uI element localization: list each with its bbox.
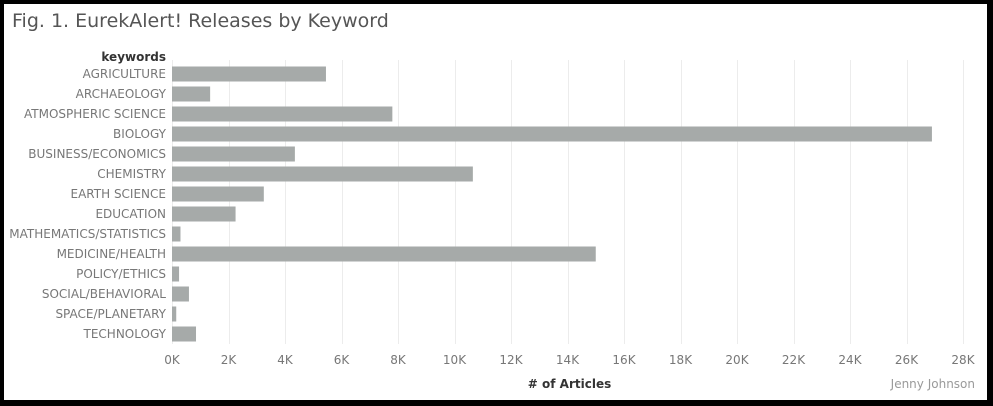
x-tick-label: 10K bbox=[443, 353, 467, 367]
x-tick-label: 14K bbox=[556, 353, 580, 367]
x-tick-label: 18K bbox=[669, 353, 693, 367]
category-label: MEDICINE/HEALTH bbox=[57, 247, 166, 261]
x-tick-label: 12K bbox=[499, 353, 523, 367]
bar bbox=[172, 286, 189, 302]
author-credit: Jenny Johnson bbox=[890, 377, 975, 391]
category-label: ATMOSPHERIC SCIENCE bbox=[24, 107, 166, 121]
category-label: SOCIAL/BEHAVIORAL bbox=[42, 287, 166, 301]
category-label: AGRICULTURE bbox=[83, 67, 166, 81]
bar bbox=[172, 206, 236, 222]
category-label: CHEMISTRY bbox=[97, 167, 166, 181]
bar bbox=[172, 306, 177, 322]
bar bbox=[172, 86, 211, 102]
category-label: EARTH SCIENCE bbox=[71, 187, 166, 201]
x-tick-label: 2K bbox=[221, 353, 238, 367]
bar bbox=[172, 126, 932, 142]
bar bbox=[172, 146, 295, 162]
x-tick-label: 0K bbox=[164, 353, 181, 367]
bar bbox=[172, 246, 596, 262]
x-tick-label: 6K bbox=[334, 353, 351, 367]
bar bbox=[172, 166, 473, 182]
bar bbox=[172, 106, 393, 122]
x-tick-label: 8K bbox=[390, 353, 407, 367]
category-label: TECHNOLOGY bbox=[83, 327, 167, 341]
chart-frame: Fig. 1. EurekAlert! Releases by Keyword … bbox=[4, 4, 987, 400]
bar bbox=[172, 226, 181, 242]
bar-chart: keywords AGRICULTURE ARCHAEOLOGY ATMOSPHERI… bbox=[9, 50, 975, 391]
category-header: keywords bbox=[101, 50, 166, 64]
x-axis-label: # of Articles bbox=[528, 377, 611, 391]
chart-title: Fig. 1. EurekAlert! Releases by Keyword bbox=[12, 10, 389, 32]
category-label: ARCHAEOLOGY bbox=[76, 87, 167, 101]
bar bbox=[172, 186, 264, 202]
x-tick-label: 24K bbox=[838, 353, 862, 367]
x-tick-label: 4K bbox=[277, 353, 294, 367]
category-label: BUSINESS/ECONOMICS bbox=[28, 147, 166, 161]
category-label: BIOLOGY bbox=[113, 127, 167, 141]
x-tick-label: 28K bbox=[951, 353, 975, 367]
x-tick-label: 20K bbox=[725, 353, 749, 367]
bar bbox=[172, 66, 326, 82]
x-tick-label: 22K bbox=[782, 353, 806, 367]
x-tick-label: 26K bbox=[895, 353, 919, 367]
bar bbox=[172, 266, 180, 282]
category-label: POLICY/ETHICS bbox=[76, 267, 166, 281]
category-label: EDUCATION bbox=[95, 207, 166, 221]
category-label: SPACE/PLANETARY bbox=[55, 307, 166, 321]
x-tick-label: 16K bbox=[612, 353, 636, 367]
category-label: MATHEMATICS/STATISTICS bbox=[9, 227, 166, 241]
bar bbox=[172, 326, 197, 342]
